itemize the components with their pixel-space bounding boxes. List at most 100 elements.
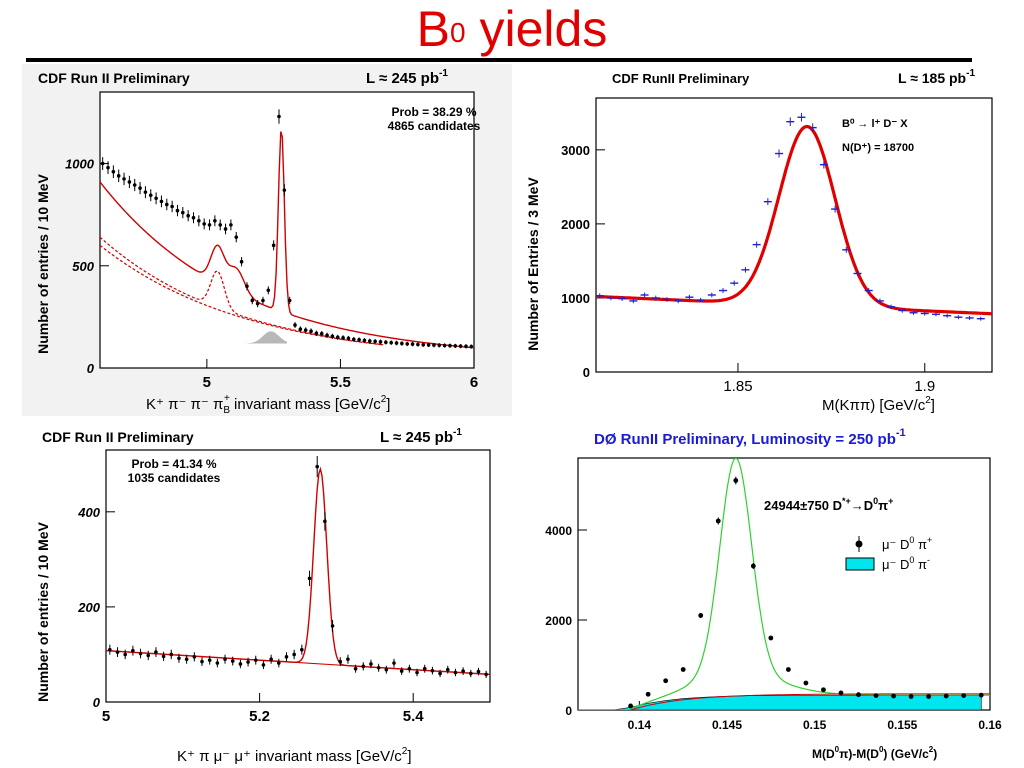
data-point bbox=[838, 690, 844, 696]
data-point bbox=[330, 619, 335, 632]
data-point bbox=[261, 660, 266, 670]
point-marker bbox=[357, 337, 361, 342]
chart-header-right: L ≈ 245 pb-1 bbox=[380, 427, 462, 446]
data-point bbox=[407, 664, 412, 673]
data-point bbox=[287, 296, 292, 305]
point-marker bbox=[399, 669, 404, 673]
y-tick-label: 1000 bbox=[561, 291, 590, 306]
data-point bbox=[606, 295, 615, 301]
point-marker bbox=[389, 340, 393, 345]
data-point bbox=[148, 189, 153, 202]
data-point bbox=[389, 340, 393, 345]
data-point bbox=[223, 223, 228, 235]
data-point bbox=[300, 644, 304, 655]
data-point bbox=[230, 656, 235, 666]
plot-content bbox=[100, 109, 474, 349]
point-marker bbox=[307, 576, 312, 581]
point-marker bbox=[415, 670, 419, 675]
x-tick-label: 5.2 bbox=[249, 708, 270, 725]
point-marker bbox=[368, 339, 372, 343]
point-marker bbox=[432, 343, 436, 347]
point-marker bbox=[323, 519, 327, 524]
point-marker bbox=[407, 666, 412, 671]
point-marker bbox=[255, 301, 260, 306]
annotation-prob: Prob = 41.34 % bbox=[131, 457, 216, 471]
data-point bbox=[181, 206, 185, 219]
y-tick-label: 2000 bbox=[561, 217, 590, 232]
data-point bbox=[215, 658, 220, 668]
x-tick-label: 5.5 bbox=[330, 374, 351, 391]
x-tick-label: 6 bbox=[470, 374, 478, 391]
point-marker bbox=[341, 335, 345, 340]
data-point bbox=[448, 343, 452, 348]
fit-curve bbox=[578, 458, 990, 710]
point-marker bbox=[392, 661, 396, 665]
data-point bbox=[361, 662, 366, 671]
point-marker bbox=[838, 690, 844, 696]
data-point bbox=[663, 678, 669, 684]
x-axis-label: K⁺ π⁻ π⁻ πB+ invariant mass [GeV/c2] bbox=[146, 393, 390, 416]
point-marker bbox=[131, 648, 135, 653]
point-marker bbox=[192, 655, 197, 659]
point-marker bbox=[215, 661, 220, 665]
point-marker bbox=[400, 341, 404, 346]
plot-content bbox=[578, 458, 990, 710]
data-point bbox=[484, 670, 488, 679]
data-point bbox=[651, 295, 660, 301]
data-point bbox=[384, 339, 388, 345]
x-tick-label: 0.16 bbox=[978, 718, 1002, 732]
x-tick-label: 0.155 bbox=[887, 718, 917, 732]
point-marker bbox=[207, 658, 212, 662]
point-marker bbox=[108, 647, 112, 652]
data-point bbox=[362, 338, 367, 343]
point-marker bbox=[293, 323, 297, 327]
data-point bbox=[186, 210, 190, 222]
chart-header-right: L ≈ 245 pb-1 bbox=[366, 68, 448, 87]
point-marker bbox=[271, 243, 276, 248]
data-point bbox=[238, 659, 243, 669]
y-tick-label: 200 bbox=[77, 600, 100, 615]
chart-b-to-k-pi-pi-pi: CDF Run II Preliminary L ≈ 245 pb-1 Prob… bbox=[22, 64, 512, 416]
y-tick-label: 400 bbox=[77, 505, 100, 520]
point-marker bbox=[207, 223, 212, 227]
data-point bbox=[808, 123, 817, 132]
plot-area bbox=[105, 449, 491, 703]
point-marker bbox=[384, 340, 388, 345]
point-marker bbox=[680, 667, 686, 672]
data-point bbox=[106, 161, 110, 175]
annotation-decay: B⁰ → l⁺ D⁻ X bbox=[842, 118, 908, 130]
x-tick-label: 5 bbox=[203, 374, 211, 391]
data-point bbox=[223, 654, 227, 664]
point-marker bbox=[335, 335, 340, 340]
data-point bbox=[127, 175, 132, 189]
data-point bbox=[314, 330, 319, 336]
point-marker bbox=[239, 259, 244, 264]
point-marker bbox=[122, 177, 126, 181]
point-marker bbox=[154, 650, 158, 654]
point-marker bbox=[223, 227, 228, 231]
data-point bbox=[341, 335, 345, 341]
data-point bbox=[909, 310, 918, 315]
point-marker bbox=[394, 341, 399, 345]
data-point bbox=[229, 219, 233, 231]
x-axis-label: M(Kππ) [GeV/c2] bbox=[822, 395, 935, 414]
plot-frame bbox=[99, 91, 475, 369]
point-marker bbox=[238, 662, 243, 666]
data-point bbox=[303, 327, 308, 333]
data-point bbox=[234, 231, 239, 243]
point-marker bbox=[115, 650, 120, 654]
point-marker bbox=[261, 663, 266, 667]
point-marker bbox=[715, 518, 721, 524]
point-marker bbox=[106, 165, 110, 170]
data-point bbox=[891, 693, 896, 699]
point-marker bbox=[148, 193, 153, 198]
point-marker bbox=[437, 343, 442, 348]
data-point bbox=[351, 336, 356, 342]
data-point bbox=[458, 344, 463, 349]
data-point bbox=[469, 344, 474, 349]
point-marker bbox=[733, 478, 739, 483]
point-marker bbox=[351, 337, 356, 342]
point-marker bbox=[461, 669, 465, 673]
data-point bbox=[319, 331, 324, 337]
plot-frame bbox=[577, 457, 991, 711]
